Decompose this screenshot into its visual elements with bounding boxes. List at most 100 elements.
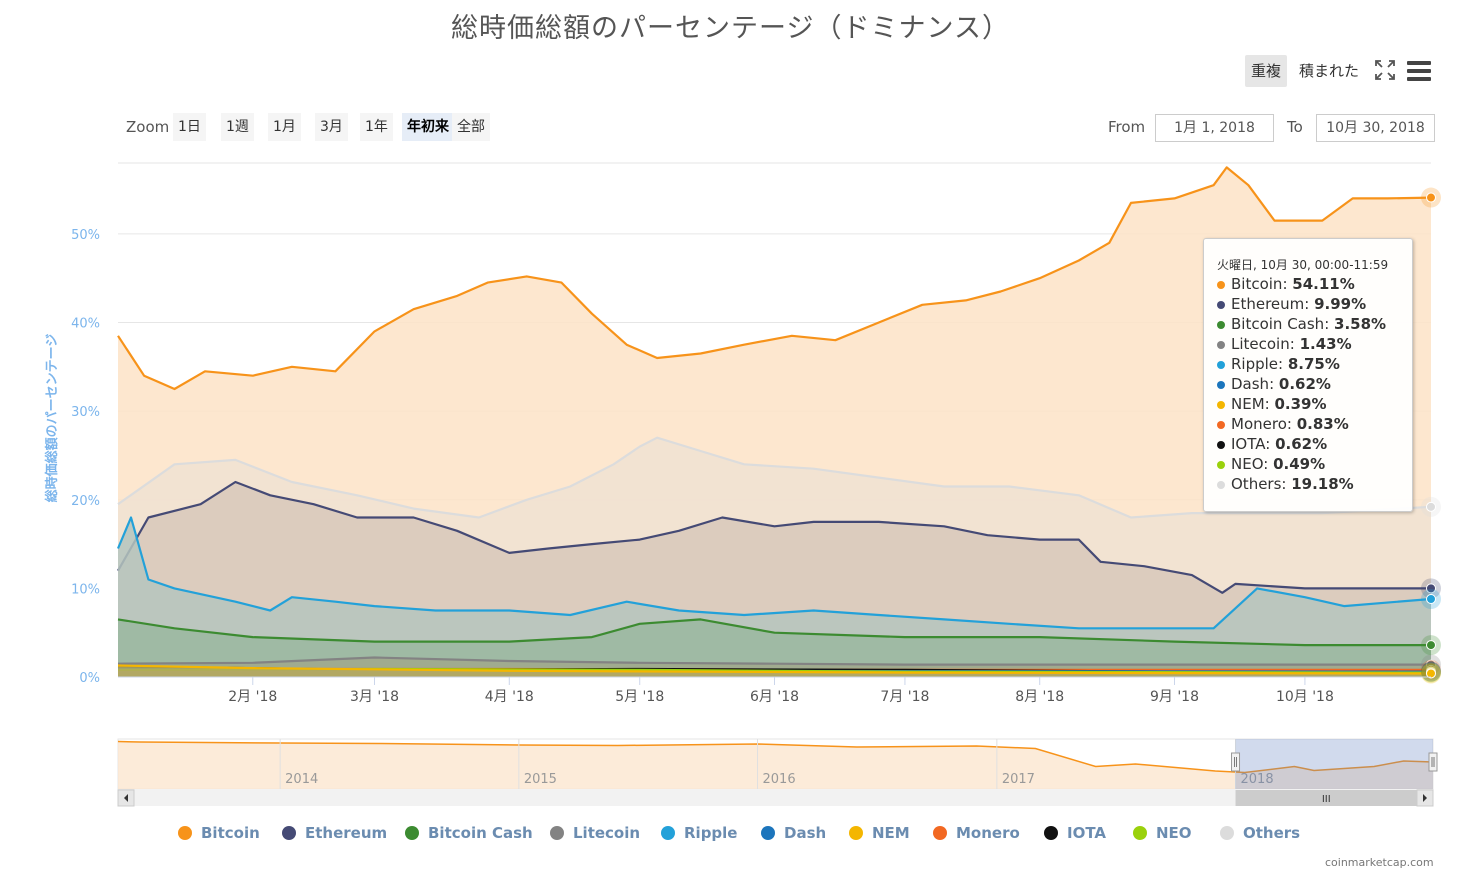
legend-item-neo[interactable]: NEO (1133, 824, 1192, 842)
navigator-selection[interactable] (1235, 739, 1433, 789)
x-tick-label: 2月 '18 (228, 689, 277, 705)
y-tick-label: 30% (71, 405, 100, 420)
series-line-ripple (116, 516, 1432, 630)
zoom-button-5[interactable]: 1年 (360, 113, 393, 141)
x-tick-label: 9月 '18 (1150, 689, 1199, 705)
zoom-button-3[interactable]: 1月 (268, 113, 301, 141)
zoom-label: Zoom (126, 118, 170, 136)
legend-label: Others (1243, 824, 1301, 842)
end-point-ethereum[interactable] (1426, 583, 1436, 594)
tooltip-row-iota: IOTA: 0.62% (1217, 435, 1327, 453)
navigator-area (118, 741, 1433, 789)
scrollbar-track[interactable] (118, 790, 1433, 806)
legend-dot-icon (761, 826, 775, 840)
legend-label: Monero (956, 824, 1020, 842)
zoom-button-4[interactable]: 3月 (315, 113, 348, 141)
tooltip-series-value: 0.49% (1273, 455, 1326, 473)
legend-dot-icon (178, 826, 192, 840)
fullscreen-icon[interactable] (1375, 60, 1395, 80)
stacked-mode-button[interactable]: 積まれた (1299, 62, 1360, 80)
zoom-button-6[interactable]: 年初来 (402, 113, 454, 141)
zoom-button-2[interactable]: 1週 (221, 113, 254, 141)
from-date-input[interactable]: 1月 1, 2018 (1155, 114, 1274, 142)
legend-dot-icon (849, 826, 863, 840)
tooltip-bullet-icon (1217, 461, 1225, 469)
legend-item-others[interactable]: Others (1220, 824, 1300, 842)
legend-item-ethereum[interactable]: Ethereum (282, 824, 387, 842)
legend-item-ripple[interactable]: Ripple (661, 824, 737, 842)
tooltip-series-name: Litecoin: (1231, 335, 1300, 353)
legend-item-monero[interactable]: Monero (933, 824, 1020, 842)
navigator-year-label: 2016 (763, 772, 796, 787)
tooltip-series-name: Ripple: (1231, 355, 1288, 373)
x-tick-label: 8月 '18 (1015, 689, 1064, 705)
legend-item-dash[interactable]: Dash (761, 824, 826, 842)
tooltip-series-name: Ethereum: (1231, 295, 1315, 313)
tooltip-series-value: 3.58% (1334, 315, 1387, 333)
y-axis: 0% 10% 20% 30% 40% 50% (71, 228, 100, 686)
scrollbar-thumb[interactable] (1235, 790, 1417, 806)
series-line-others (117, 436, 1432, 519)
tooltip-series-name: Bitcoin Cash: (1231, 315, 1335, 333)
end-point-nem[interactable] (1426, 668, 1436, 679)
tooltip-bullet-icon (1217, 301, 1225, 309)
legend-item-bitcoin[interactable]: Bitcoin (178, 824, 260, 842)
tooltip-series-value: 19.18% (1291, 475, 1354, 493)
series-area-ripple (118, 517, 1431, 677)
legend-dot-icon (1220, 826, 1234, 840)
tooltip-bullet-icon (1217, 341, 1225, 349)
navigator-year-label: 2018 (1241, 772, 1274, 787)
tooltip-bullet-icon (1217, 401, 1225, 409)
overlap-mode-button[interactable]: 重複 (1245, 55, 1288, 87)
end-point-bitcoin-cash[interactable] (1426, 640, 1436, 651)
tooltip-row-others: Others: 19.18% (1217, 475, 1354, 493)
series-line-nem (117, 664, 1432, 675)
tooltip-series-value: 9.99% (1314, 295, 1367, 313)
series-ripple[interactable] (116, 516, 1432, 678)
to-date-input[interactable]: 10月 30, 2018 (1316, 114, 1435, 142)
legend-item-litecoin[interactable]: Litecoin (550, 824, 640, 842)
x-tick-label: 3月 '18 (350, 689, 399, 705)
tooltip-row-bitcoin: Bitcoin: 54.11% (1217, 275, 1355, 293)
legend-label: Ethereum (305, 824, 388, 842)
from-label: From (1108, 118, 1146, 136)
legend-label: Bitcoin (201, 824, 260, 842)
legend-item-bitcoin-cash[interactable]: Bitcoin Cash (405, 824, 533, 842)
y-axis-title: 総時価総額のパーセンテージ (44, 334, 60, 503)
legend-item-iota[interactable]: IOTA (1044, 824, 1106, 842)
legend-dot-icon (550, 826, 564, 840)
y-tick-label: 0% (79, 671, 100, 686)
legend-dot-icon (661, 826, 675, 840)
scroll-left-arrow-icon (124, 794, 128, 802)
tooltip-row-neo: NEO: 0.49% (1217, 455, 1325, 473)
tooltip-bullet-icon (1217, 321, 1225, 329)
legend-dot-icon (1044, 826, 1058, 840)
data-tooltip: 火曜日, 10月 30, 00:00-11:59 Bitcoin: 54.11%… (1203, 238, 1413, 512)
tooltip-series-name: NEO: (1231, 455, 1274, 473)
credit-link[interactable]: coinmarketcap.com (1325, 856, 1434, 869)
y-tick-label: 10% (71, 582, 100, 597)
hamburger-menu-icon[interactable] (1407, 61, 1431, 81)
x-axis: 2月 '18 3月 '18 4月 '18 5月 '18 6月 '18 7月 '18 8月 '… (118, 676, 1431, 705)
navigator-handle-left[interactable] (1231, 752, 1241, 772)
series-end-markers (1421, 187, 1441, 684)
scrollbar-grip: III (1322, 794, 1331, 805)
navigator-line (117, 740, 1434, 774)
end-point-ripple[interactable] (1426, 594, 1436, 605)
navigator-handle-right[interactable] (1428, 752, 1438, 772)
end-point-bitcoin[interactable] (1426, 192, 1436, 203)
legend-label: Bitcoin Cash (428, 824, 533, 842)
legend-label: NEO (1156, 824, 1192, 842)
tooltip-bullet-icon (1217, 441, 1225, 449)
tooltip-series-name: Monero: (1231, 415, 1297, 433)
legend-label: Dash (784, 824, 827, 842)
legend-item-nem[interactable]: NEM (849, 824, 910, 842)
zoom-button-7[interactable]: 全部 (452, 113, 490, 141)
y-tick-label: 40% (71, 317, 100, 332)
legend-label: IOTA (1067, 824, 1107, 842)
series-line-bitcoin-cash (117, 618, 1431, 647)
series-nem[interactable] (117, 664, 1432, 678)
zoom-button-1[interactable]: 1日 (173, 113, 206, 141)
tooltip-series-name: Bitcoin: (1231, 275, 1293, 293)
end-point-others[interactable] (1426, 501, 1436, 512)
